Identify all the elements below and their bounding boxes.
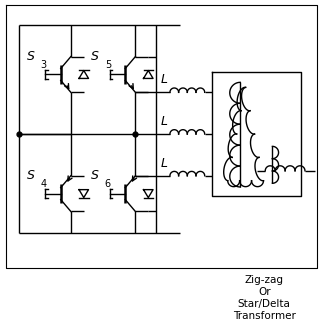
Text: 4: 4 bbox=[40, 179, 47, 189]
Text: 3: 3 bbox=[40, 60, 47, 70]
Text: $L$: $L$ bbox=[160, 73, 168, 86]
Text: $S$: $S$ bbox=[26, 50, 35, 63]
Text: 5: 5 bbox=[105, 60, 111, 70]
Text: Or: Or bbox=[258, 287, 271, 297]
Text: Transformer: Transformer bbox=[233, 311, 296, 321]
Text: $L$: $L$ bbox=[160, 157, 168, 170]
Text: $S$: $S$ bbox=[90, 50, 100, 63]
Text: Zig-zag: Zig-zag bbox=[245, 275, 284, 285]
Text: $S$: $S$ bbox=[26, 169, 35, 182]
Text: $L$: $L$ bbox=[160, 115, 168, 128]
Text: $S$: $S$ bbox=[90, 169, 100, 182]
Text: 6: 6 bbox=[105, 179, 111, 189]
Text: Star/Delta: Star/Delta bbox=[238, 299, 291, 309]
